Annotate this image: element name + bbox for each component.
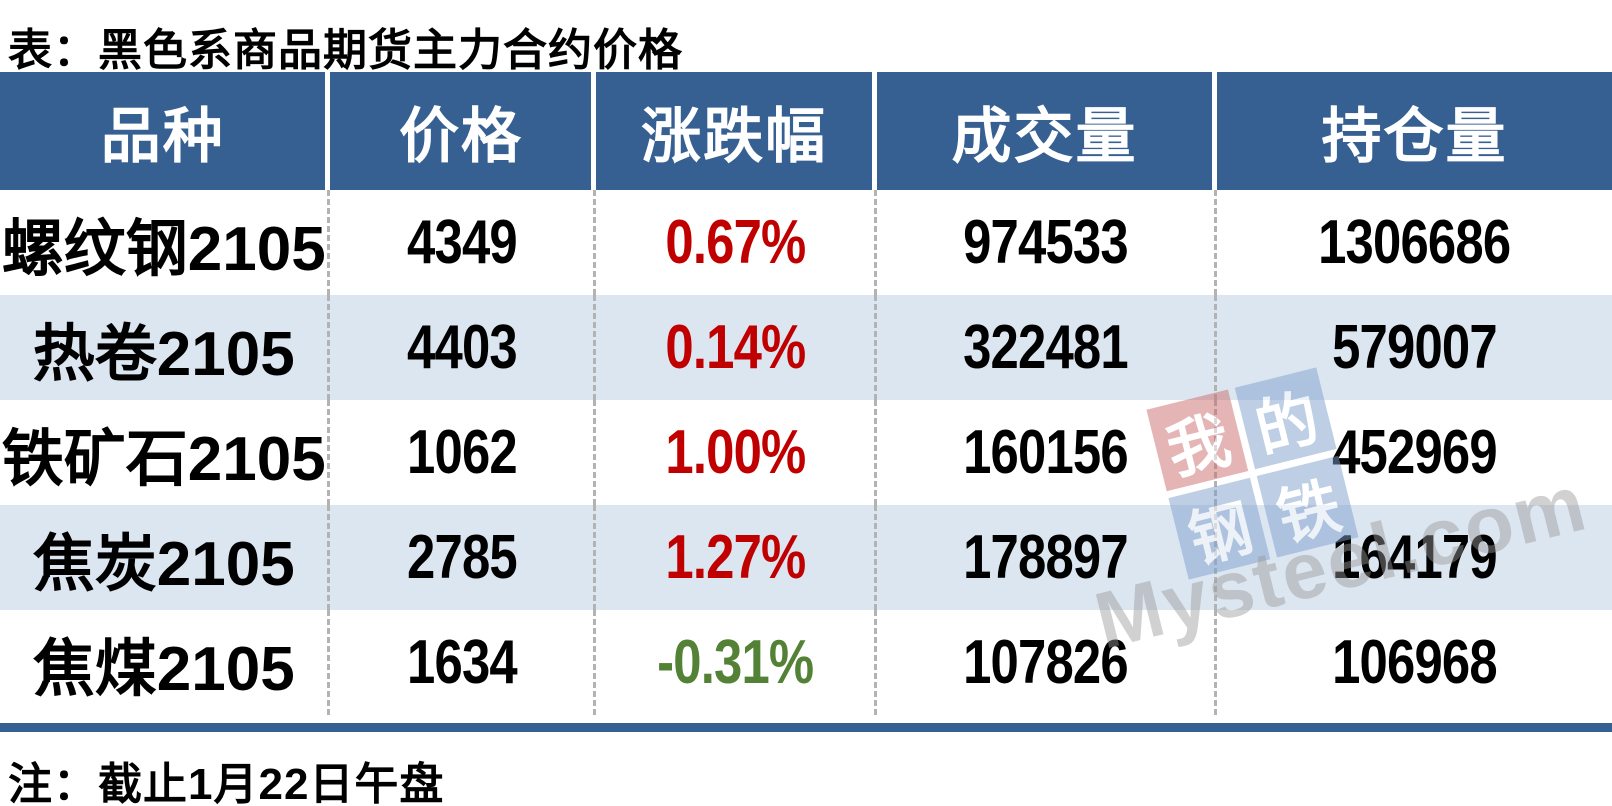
col-header-open-interest: 持仓量 — [1321, 102, 1508, 170]
table-row-hot-coil: 热卷2105 4403 0.14% 322481 579007 — [0, 295, 1612, 400]
col-header-volume: 成交量 — [877, 72, 1218, 190]
footnote: 注：截止1月22日午盘 — [8, 760, 445, 806]
change-value: -0.31% — [657, 628, 814, 697]
price-value: 4403 — [407, 313, 518, 382]
change-value: 0.67% — [665, 208, 806, 277]
cell-price: 4349 — [330, 190, 597, 295]
futures-table: 品种 价格 涨跌幅 成交量 持仓量 螺纹钢2105 4349 0.67% 974… — [0, 72, 1612, 732]
cell-open-interest: 106968 — [1217, 610, 1612, 715]
col-header-change: 涨跌幅 — [596, 72, 877, 190]
cell-volume: 178897 — [877, 505, 1218, 610]
cell-volume: 322481 — [877, 295, 1218, 400]
cell-variety: 铁矿石2105 — [0, 400, 331, 505]
cell-change: 0.67% — [596, 190, 877, 295]
cell-change: 1.00% — [596, 400, 877, 505]
cell-change: -0.31% — [596, 610, 877, 715]
page-title: 表：黑色系商品期货主力合约价格 — [8, 26, 683, 75]
volume-value: 974533 — [963, 208, 1129, 277]
table-row-rebar: 螺纹钢2105 4349 0.67% 974533 1306686 — [0, 190, 1612, 295]
open-interest-value: 106968 — [1332, 628, 1498, 697]
cell-volume: 160156 — [877, 400, 1218, 505]
volume-value: 178897 — [963, 523, 1129, 592]
table-header-row: 品种 价格 涨跌幅 成交量 持仓量 — [0, 72, 1612, 190]
cell-variety: 焦煤2105 — [0, 610, 331, 715]
col-header-variety: 品种 — [0, 72, 331, 190]
open-interest-value: 1306686 — [1318, 208, 1511, 277]
open-interest-value: 164179 — [1332, 523, 1498, 592]
cell-price: 2785 — [330, 505, 597, 610]
cell-open-interest: 1306686 — [1217, 190, 1612, 295]
table-row-coke: 焦炭2105 2785 1.27% 178897 164179 — [0, 505, 1612, 610]
change-value: 1.00% — [665, 418, 806, 487]
cell-price: 4403 — [330, 295, 597, 400]
volume-value: 107826 — [963, 628, 1129, 697]
col-header-price: 价格 — [330, 72, 597, 190]
change-value: 0.14% — [665, 313, 806, 382]
cell-change: 0.14% — [596, 295, 877, 400]
price-value: 2785 — [407, 523, 518, 592]
price-value: 4349 — [407, 208, 518, 277]
table-body: 螺纹钢2105 4349 0.67% 974533 1306686 热卷2105… — [0, 190, 1612, 715]
cell-open-interest: 452969 — [1217, 400, 1612, 505]
cell-open-interest: 579007 — [1217, 295, 1612, 400]
cell-volume: 107826 — [877, 610, 1218, 715]
price-value: 1062 — [407, 418, 518, 487]
table-row-iron-ore: 铁矿石2105 1062 1.00% 160156 452969 — [0, 400, 1612, 505]
cell-price: 1062 — [330, 400, 597, 505]
price-value: 1634 — [407, 628, 518, 697]
volume-value: 322481 — [963, 313, 1129, 382]
cell-price: 1634 — [330, 610, 597, 715]
cell-open-interest: 164179 — [1217, 505, 1612, 610]
cell-variety: 螺纹钢2105 — [0, 190, 331, 295]
cell-volume: 974533 — [877, 190, 1218, 295]
table-bottom-border — [0, 723, 1612, 732]
open-interest-value: 579007 — [1332, 313, 1498, 382]
cell-variety: 焦炭2105 — [0, 505, 331, 610]
open-interest-value: 452969 — [1332, 418, 1498, 487]
cell-change: 1.27% — [596, 505, 877, 610]
volume-value: 160156 — [963, 418, 1129, 487]
change-value: 1.27% — [665, 523, 806, 592]
cell-variety: 热卷2105 — [0, 295, 331, 400]
table-row-coking-coal: 焦煤2105 1634 -0.31% 107826 106968 — [0, 610, 1612, 715]
